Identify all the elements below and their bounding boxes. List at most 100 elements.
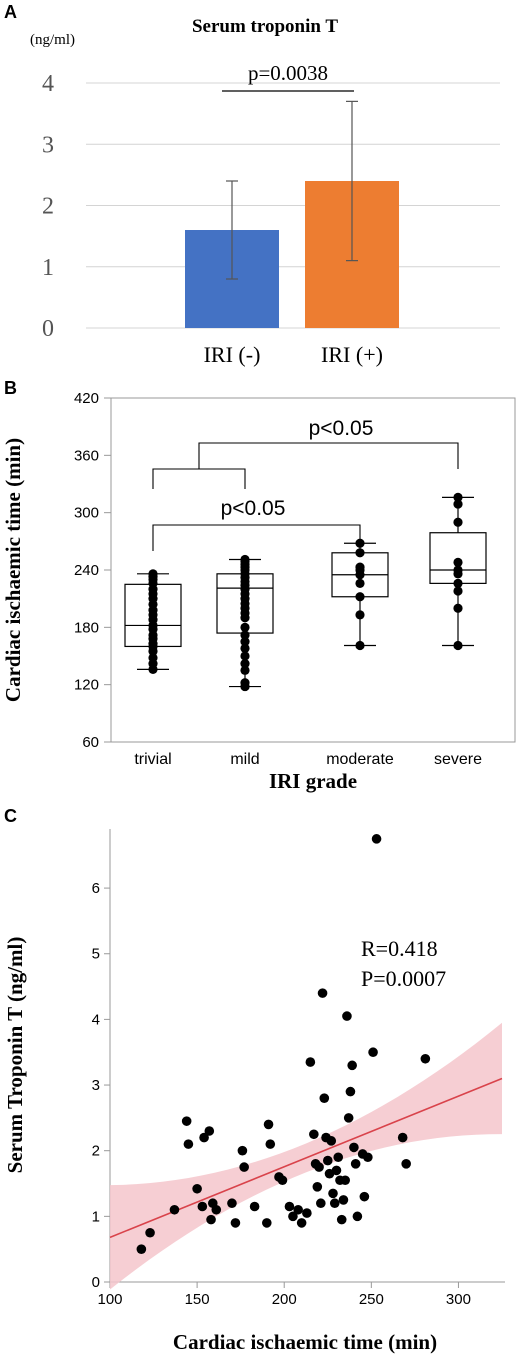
chart-b-point — [355, 578, 365, 588]
chart-c-point — [169, 1204, 180, 1215]
chart-b-y-tick-label: 420 — [74, 390, 99, 407]
chart-c-point — [265, 1139, 276, 1149]
chart-c-y-label: Serum Troponin T (ng/ml) — [3, 937, 27, 1174]
chart-b-point — [453, 499, 463, 509]
chart-b-bracket-trivial-moderate — [152, 524, 361, 551]
chart-a-y-tick-label: 0 — [42, 316, 54, 342]
chart-c-point — [340, 1175, 351, 1186]
chart-b-point — [240, 554, 250, 565]
chart-c-point — [401, 1159, 411, 1169]
chart-b-point — [240, 622, 250, 632]
chart-c-confidence-band — [110, 1022, 502, 1290]
chart-a-bars — [185, 100, 399, 328]
chart-c-x-tick-label: 100 — [97, 1291, 122, 1308]
chart-c-point — [319, 1093, 330, 1103]
chart-a-y-ticks: 0 1 2 3 4 — [42, 71, 54, 342]
chart-b-categories: trivial mild moderate severe — [134, 751, 482, 768]
chart-c-point — [347, 1060, 357, 1071]
chart-c-x-tick-label: 250 — [359, 1291, 384, 1308]
chart-b-bracket-trivial-mild — [152, 468, 246, 489]
chart-c-point — [329, 1198, 340, 1209]
chart-b-y-tick-label: 240 — [74, 562, 99, 579]
chart-b-point — [355, 610, 365, 620]
chart-a-unit-label: (ng/ml) — [30, 32, 75, 48]
chart-c-point — [211, 1204, 222, 1215]
chart-a-category-label: IRI (+) — [321, 342, 383, 367]
chart-b-point — [355, 592, 365, 602]
chart-c-x-tick-label: 150 — [185, 1291, 210, 1308]
chart-b-point — [240, 651, 250, 661]
chart-b-category-label: mild — [230, 751, 259, 768]
chart-c-y-tick-label: 6 — [92, 880, 100, 897]
chart-c-point — [136, 1244, 147, 1254]
chart-c-points — [136, 834, 431, 1254]
chart-c-point — [314, 1162, 324, 1172]
chart-c-point — [145, 1227, 155, 1238]
chart-c-point — [363, 1152, 373, 1163]
panel-letter-a: A — [4, 2, 17, 22]
chart-b-point — [453, 640, 463, 651]
chart-a-category-label: IRI (-) — [204, 342, 261, 367]
chart-c-point — [316, 1198, 326, 1209]
chart-b-point — [148, 569, 158, 579]
chart-c-x-ticks: 100 150 200 250 300 — [97, 1282, 471, 1308]
panel-a: A Serum troponin T (ng/ml) 0 1 2 3 4 IRI (-)… — [4, 2, 500, 367]
chart-b-category-label: trivial — [134, 751, 171, 768]
chart-c-point — [288, 1211, 298, 1222]
chart-a-p-value: p=0.0038 — [248, 61, 328, 85]
chart-a-title: Serum troponin T — [192, 16, 338, 37]
chart-c-point — [352, 1211, 363, 1222]
chart-b-y-label: Cardiac ischaemic time (min) — [1, 438, 25, 702]
chart-c-point — [227, 1198, 237, 1209]
chart-c-point — [326, 1136, 337, 1146]
chart-c-point — [343, 1113, 354, 1123]
chart-c-point — [183, 1139, 194, 1149]
chart-c-y-tick-label: 0 — [92, 1274, 100, 1291]
chart-a-y-tick-label: 1 — [42, 255, 54, 281]
chart-b-y-tick-label: 360 — [74, 447, 99, 464]
chart-c-point — [296, 1218, 307, 1228]
chart-c-y-ticks: 0 1 2 3 4 5 6 — [92, 880, 110, 1291]
chart-c-point — [350, 1159, 361, 1169]
chart-a-categories: IRI (-) IRI (+) — [204, 342, 383, 367]
chart-a-y-tick-label: 4 — [42, 71, 54, 97]
chart-b-significance-brackets — [152, 442, 459, 551]
chart-c-point — [305, 1057, 316, 1067]
chart-b-point — [148, 653, 158, 663]
chart-c-point — [197, 1201, 208, 1212]
chart-b-y-tick-label: 180 — [74, 619, 99, 636]
chart-a-y-tick-label: 3 — [42, 132, 54, 158]
chart-b-y-tick-label: 300 — [74, 505, 99, 522]
chart-c-point — [345, 1086, 356, 1097]
chart-b-point — [453, 565, 463, 575]
chart-c-point — [192, 1183, 202, 1194]
chart-c-point — [284, 1201, 295, 1212]
chart-b-point — [240, 630, 250, 640]
panel-letter-c: C — [4, 806, 17, 826]
chart-c-point — [349, 1142, 359, 1153]
chart-c-y-tick-label: 4 — [92, 1011, 100, 1028]
chart-b-boxes — [124, 492, 487, 692]
chart-c-point — [397, 1132, 408, 1143]
chart-c-point — [277, 1175, 288, 1186]
chart-b-category-label: moderate — [326, 751, 394, 768]
chart-b-point — [453, 578, 463, 588]
chart-b-point — [240, 659, 250, 669]
chart-c-point — [206, 1214, 216, 1225]
chart-b-point — [453, 557, 463, 567]
chart-a-grid — [86, 82, 500, 329]
chart-c-point — [336, 1214, 347, 1225]
chart-b-point — [355, 538, 365, 548]
chart-c-point — [312, 1182, 323, 1192]
chart-b-point — [240, 643, 250, 653]
chart-c-y-tick-label: 2 — [92, 1143, 100, 1160]
chart-c-point — [204, 1126, 215, 1136]
chart-b-point — [355, 548, 365, 558]
chart-c-p-value: P=0.0007 — [361, 966, 446, 991]
chart-b-p-value-1: p<0.05 — [221, 497, 286, 520]
chart-b-y-tick-label: 120 — [74, 677, 99, 694]
chart-c-y-tick-label: 5 — [92, 946, 100, 963]
chart-b-point — [453, 603, 463, 613]
chart-b-point — [240, 678, 250, 688]
